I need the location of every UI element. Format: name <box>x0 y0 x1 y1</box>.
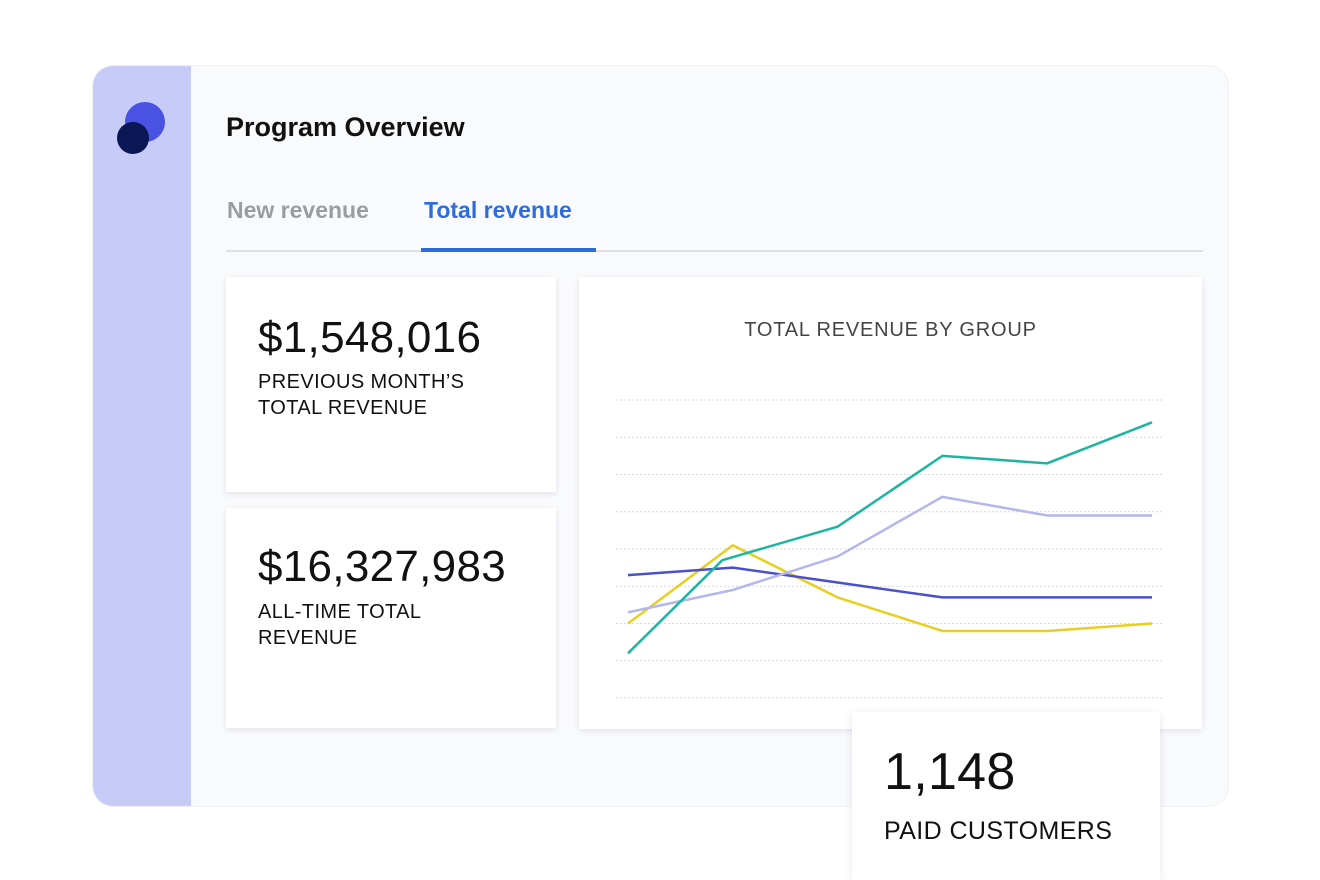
sidebar <box>93 66 191 806</box>
paid-customers-value: 1,148 <box>884 743 1016 801</box>
all-time-revenue-label: ALL-TIME TOTAL REVENUE <box>258 601 421 649</box>
previous-month-revenue-value: $1,548,016 <box>258 313 482 362</box>
all-time-revenue-value: $16,327,983 <box>258 542 506 591</box>
chart-series-line-4 <box>627 544 1153 633</box>
page-title: Program Overview <box>226 112 465 142</box>
paid-customers-card: 1,148 PAID CUSTOMERS <box>852 712 1160 880</box>
paid-customers-label: PAID CUSTOMERS <box>884 817 1113 845</box>
app-window: Program Overview New revenue Total reven… <box>93 66 1228 806</box>
previous-month-revenue-label: PREVIOUS MONTH’S TOTAL REVENUE <box>258 371 465 419</box>
all-time-revenue-card: $16,327,983 ALL-TIME TOTAL REVENUE <box>226 508 556 728</box>
revenue-chart-card: TOTAL REVENUE BY GROUP <box>579 277 1202 729</box>
revenue-line-chart <box>616 399 1164 699</box>
tab-bar: New revenue Total revenue <box>226 190 1203 252</box>
chart-series-line-2 <box>627 495 1152 614</box>
active-tab-indicator <box>421 248 596 252</box>
app-logo-icon[interactable] <box>115 100 167 158</box>
tab-total-revenue[interactable]: Total revenue <box>424 197 572 223</box>
chart-series-line-3 <box>627 566 1152 599</box>
chart-series-line-1 <box>627 421 1153 655</box>
previous-month-revenue-card: $1,548,016 PREVIOUS MONTH’S TOTAL REVENU… <box>226 277 556 492</box>
chart-title: TOTAL REVENUE BY GROUP <box>744 319 1037 341</box>
tab-new-revenue[interactable]: New revenue <box>227 197 369 223</box>
